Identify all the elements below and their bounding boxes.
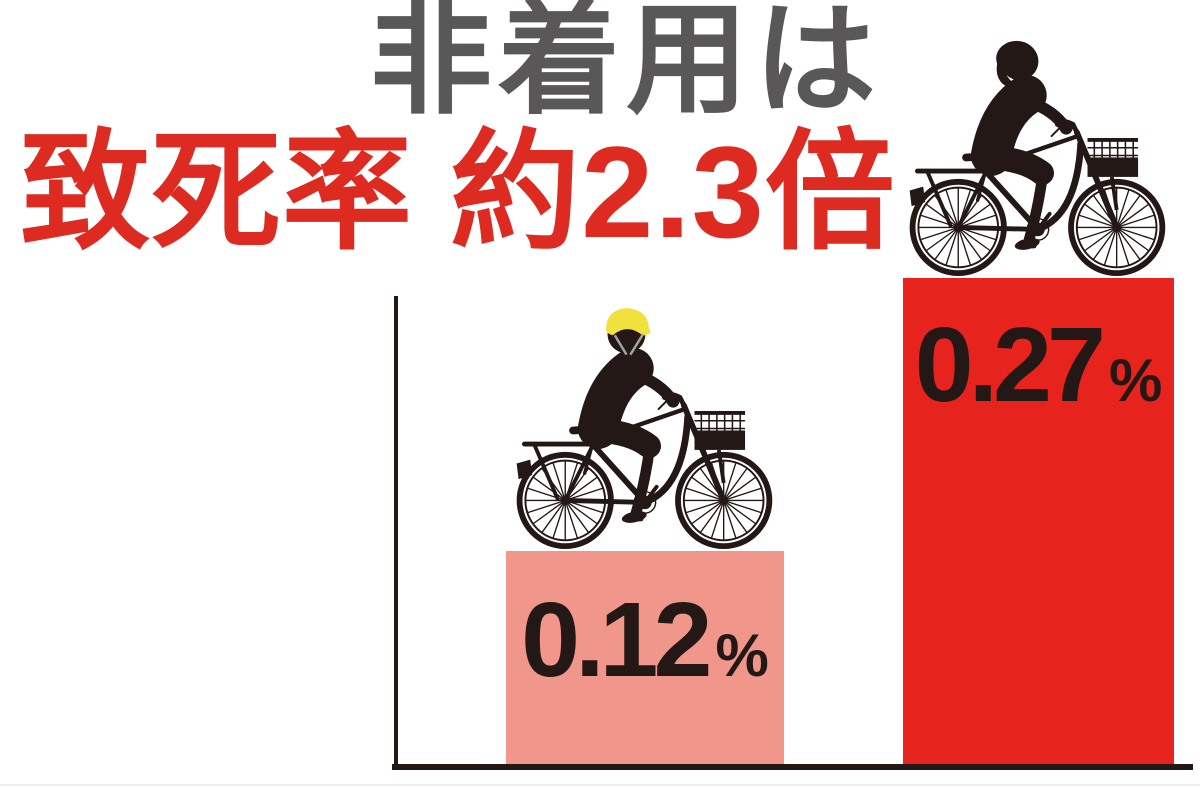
x-axis-line [392, 764, 1193, 770]
bottom-edge-line [0, 784, 1200, 786]
bare-head-hair [996, 40, 1037, 87]
no-helmet-percent-sign: % [1108, 347, 1163, 414]
bar-helmet-wearing: 0.12% [506, 551, 784, 764]
cyclist-without-helmet-icon [890, 35, 1182, 278]
helmet-fatality-value: 0.12 [521, 581, 712, 699]
y-axis-line [394, 296, 398, 770]
title-line2: 致死率 約2.3倍 [20, 119, 896, 265]
title-line1: 非着用は [370, 0, 882, 128]
helmet-percent-sign: % [715, 622, 769, 689]
yellow-helmet [606, 308, 651, 356]
bar-helmet-value-label: 0.12% [506, 551, 784, 693]
no-helmet-fatality-value: 0.27 [914, 306, 1106, 424]
cyclist-with-helmet-icon [497, 308, 789, 551]
bar-no-helmet: 0.27% [903, 278, 1174, 764]
bar-no-helmet-value-label: 0.27% [903, 278, 1174, 418]
